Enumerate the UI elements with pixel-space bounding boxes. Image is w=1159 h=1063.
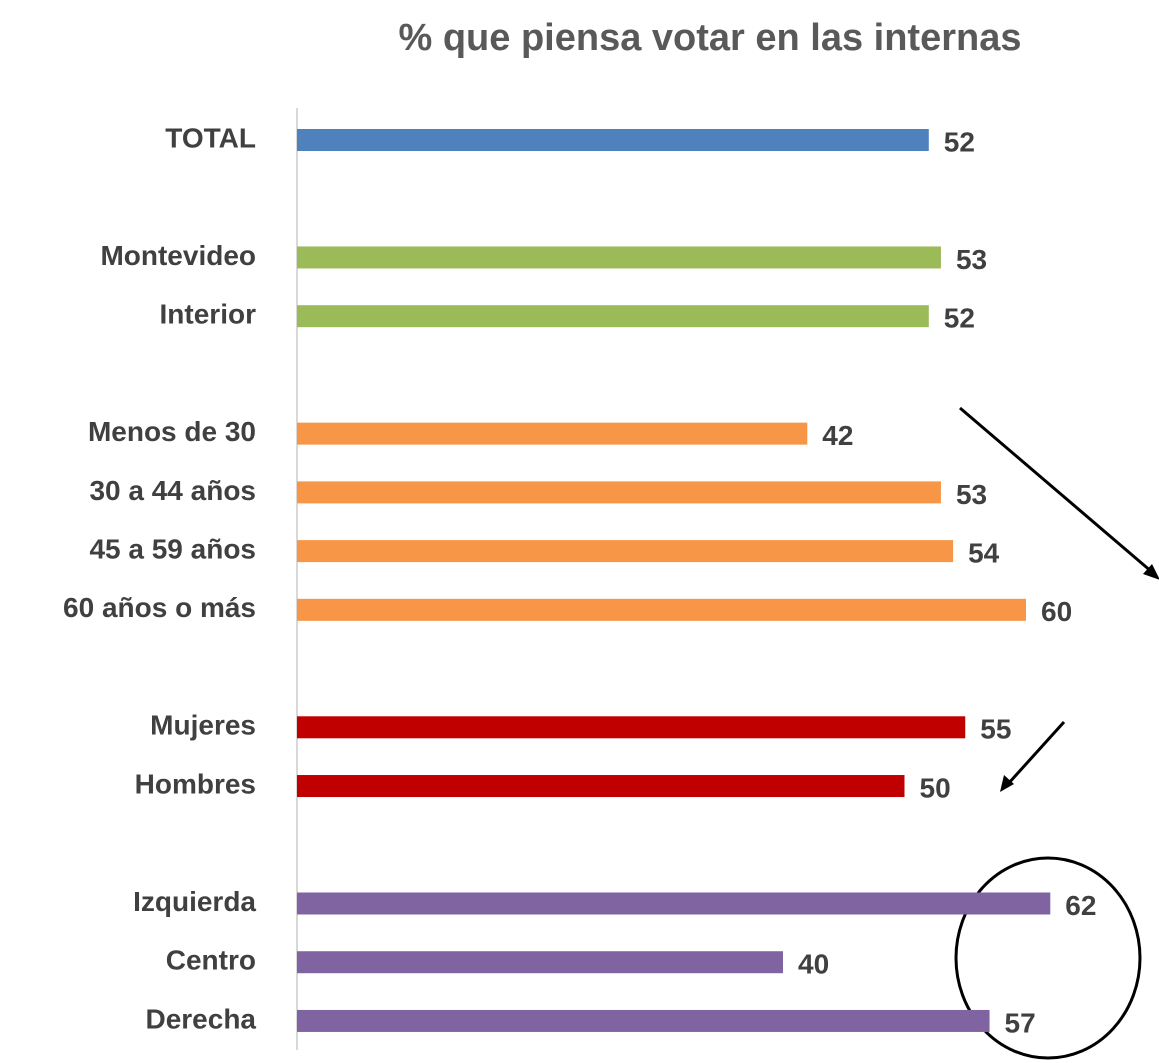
bar <box>297 951 783 974</box>
value-label: 57 <box>1005 1007 1036 1038</box>
annotation-circle <box>954 856 1142 1060</box>
bar <box>297 540 954 563</box>
category-label: Menos de 30 <box>88 416 256 447</box>
value-label: 54 <box>968 538 1000 569</box>
category-label: Hombres <box>135 768 256 799</box>
bar <box>297 1009 990 1032</box>
bar <box>297 305 929 328</box>
chart-title: % que piensa votar en las internas <box>399 17 1022 59</box>
value-label: 55 <box>980 714 1011 745</box>
value-label: 40 <box>798 949 829 980</box>
value-label: 53 <box>956 244 987 275</box>
category-label: Centro <box>166 945 256 976</box>
bar <box>297 422 808 445</box>
value-label: 53 <box>956 479 987 510</box>
bar <box>297 246 941 269</box>
value-label: 52 <box>944 303 975 334</box>
value-label: 60 <box>1041 596 1072 627</box>
category-label: 45 a 59 años <box>89 534 256 565</box>
bar <box>297 716 966 739</box>
category-label: Izquierda <box>133 886 256 917</box>
value-label: 62 <box>1065 890 1096 921</box>
value-label: 50 <box>920 772 951 803</box>
bar <box>297 129 929 151</box>
annotation-arrow <box>959 406 1153 574</box>
annotation-arrowhead <box>1000 775 1014 792</box>
annotation-arrow <box>1006 720 1066 786</box>
value-label: 52 <box>944 126 975 157</box>
category-label: Montevideo <box>100 240 256 271</box>
category-label: Derecha <box>145 1003 256 1034</box>
bar <box>297 481 941 504</box>
category-label: TOTAL <box>165 122 256 153</box>
bar <box>297 598 1026 621</box>
bar <box>297 775 905 798</box>
category-label: 30 a 44 años <box>89 475 256 506</box>
value-label: 42 <box>822 420 853 451</box>
category-label: Mujeres <box>150 710 256 741</box>
annotation-arrowhead <box>1143 564 1159 580</box>
bar <box>297 892 1051 915</box>
category-label: 60 años o más <box>63 592 256 623</box>
annotations <box>954 406 1159 1060</box>
category-label: Interior <box>160 299 257 330</box>
